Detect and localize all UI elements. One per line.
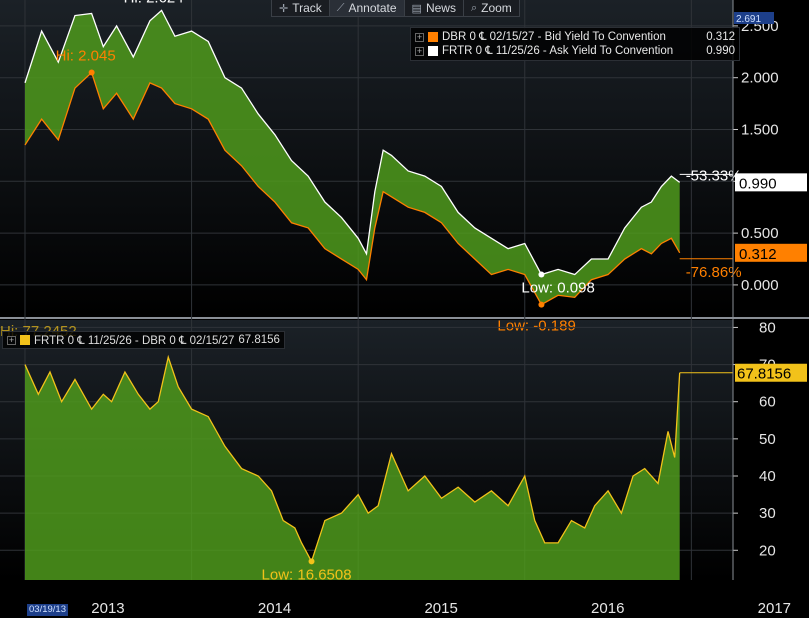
legend-toggle-icon[interactable]: +: [415, 45, 424, 56]
frtr-swatch: [428, 46, 438, 56]
annotate-label: Annotate: [348, 1, 397, 15]
low-annotation: Low: -0.189: [497, 318, 575, 335]
change-annotation: -53.33%: [686, 167, 742, 184]
legend-name: FRTR 0 ℄ 11/25/26 - DBR 0 ℄ 02/15/27: [34, 335, 235, 347]
y-tick-label: 60: [759, 394, 776, 411]
legend-item-frtr[interactable]: + FRTR 0 ℄ 11/25/26 - Ask Yield To Conve…: [415, 44, 735, 58]
axis-top-label: 2.691: [736, 14, 761, 25]
legend-name: FRTR 0 ℄ 11/25/26 - Ask Yield To Convent…: [442, 45, 674, 57]
top-legend: + DBR 0 ℄ 02/15/27 - Bid Yield To Conven…: [410, 27, 740, 61]
zoom-button[interactable]: ⌕ Zoom: [464, 0, 519, 16]
change-annotation: -76.86%: [686, 264, 742, 281]
start-date-tag: 03/19/13: [27, 604, 68, 616]
y-tick-label: 0.000: [741, 277, 779, 294]
frtr-line: [24, 9, 681, 276]
spread-area-fill: [24, 357, 680, 580]
bottom-legend[interactable]: + FRTR 0 ℄ 11/25/26 - DBR 0 ℄ 02/15/27 6…: [2, 331, 285, 349]
y-tick-label: 1.500: [741, 122, 779, 139]
x-tick-label: 2015: [424, 600, 457, 617]
y-tick-label: 2.000: [741, 70, 779, 87]
last-value-tag: [735, 173, 807, 192]
spread-swatch: [20, 335, 30, 345]
news-button[interactable]: ▤ News: [405, 0, 464, 16]
low-marker: [538, 301, 545, 308]
annotate-button[interactable]: ⟋ Annotate: [329, 0, 405, 16]
spread-line: [24, 354, 681, 564]
last-value-tag: [735, 243, 807, 262]
low-marker: [308, 558, 315, 565]
axis-top-box: [734, 12, 774, 24]
news-label: News: [425, 1, 456, 15]
y-tick-label: 0.500: [741, 225, 779, 242]
x-tick-label: 2013: [91, 600, 124, 617]
spread-band-fill: [24, 10, 680, 305]
y-tick-label: 50: [759, 431, 776, 448]
legend-value: 67.8156: [238, 334, 280, 346]
x-tick-label: 2016: [591, 600, 624, 617]
dbr-swatch: [428, 32, 438, 42]
dbr-line: [24, 71, 681, 306]
low-annotation: Low: 0.098: [521, 280, 594, 297]
low-marker: [538, 271, 545, 278]
last-value-text: 67.8156: [737, 366, 791, 383]
y-tick-label: 30: [759, 505, 776, 522]
hi-annotation: Hi: 2.045: [56, 48, 116, 65]
legend-value: 0.990: [706, 45, 735, 57]
y-tick-label: 20: [759, 542, 776, 559]
chart-toolbar: ✛ Track ⟋ Annotate ▤ News ⌕ Zoom: [271, 0, 520, 17]
last-value-text: 0.312: [739, 246, 777, 263]
low-annotation: Low: 16.6508: [262, 566, 352, 583]
legend-name: DBR 0 ℄ 02/15/27 - Bid Yield To Conventi…: [442, 31, 666, 43]
zoom-label: Zoom: [481, 1, 512, 15]
last-value-tag: [735, 363, 807, 382]
track-label: Track: [292, 1, 322, 15]
pencil-icon: ⟋: [336, 1, 345, 14]
legend-item-dbr[interactable]: + DBR 0 ℄ 02/15/27 - Bid Yield To Conven…: [415, 30, 735, 44]
last-value-text: 0.990: [739, 175, 777, 192]
x-tick-label: 2017: [758, 600, 791, 617]
crosshair-icon: ✛: [279, 2, 289, 15]
hi-marker: [88, 69, 95, 76]
legend-value: 0.312: [706, 31, 735, 43]
hi-annotation: Hi: 2.624: [124, 0, 184, 6]
magnifier-icon: ⌕: [470, 1, 478, 14]
y-tick-label: 40: [759, 468, 776, 485]
legend-toggle-icon[interactable]: +: [7, 334, 16, 345]
y-tick-label: 80: [759, 319, 776, 336]
x-tick-label: 2014: [258, 600, 291, 617]
legend-toggle-icon[interactable]: +: [415, 31, 424, 42]
news-icon: ▤: [411, 2, 422, 15]
track-button[interactable]: ✛ Track: [272, 0, 330, 16]
